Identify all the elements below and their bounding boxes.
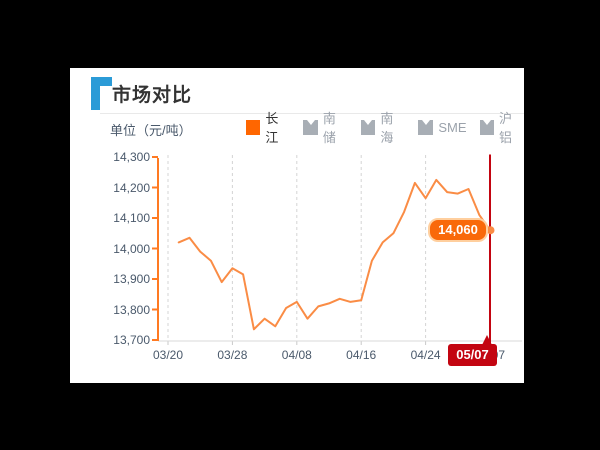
- legend-swatch-inactive-icon: [360, 119, 376, 135]
- y-axis-label: 13,900: [113, 272, 150, 286]
- legend-swatch-inactive-icon: [303, 119, 318, 135]
- legend-item-2[interactable]: 南海: [360, 108, 405, 146]
- crosshair-tooltip-notch: [482, 335, 492, 345]
- legend-swatch-active-icon: [246, 119, 261, 135]
- legend-item-3[interactable]: SME: [418, 119, 467, 135]
- x-axis-label: 04/08: [281, 348, 312, 362]
- last-value-bubble: 14,060: [428, 218, 488, 242]
- title-divider: [100, 113, 524, 114]
- y-axis-label: 14,100: [113, 211, 150, 225]
- legend-item-4[interactable]: 沪铝: [479, 108, 524, 146]
- legend-item-label: SME: [438, 119, 467, 135]
- legend-item-label: 南储: [322, 111, 336, 145]
- legend-swatch-inactive-icon: [479, 119, 494, 135]
- y-axis-label: 14,000: [113, 241, 150, 256]
- section-corner-icon: [91, 77, 112, 110]
- chart-plot-area[interactable]: [70, 68, 524, 383]
- y-axis-label: 13,700: [113, 333, 150, 347]
- legend-swatch-inactive-icon: [418, 119, 434, 135]
- market-compare-card: 市场对比 单位（元/吨） 长江 南储 南海 SME 沪铝 14,300 14,200 14,…: [70, 68, 524, 383]
- y-axis-label: 13,800: [113, 302, 150, 317]
- crosshair-date-tooltip: 05/07: [448, 344, 497, 366]
- legend: 长江 南储 南海 SME 沪铝: [246, 111, 524, 145]
- unit-label: 单位（元/吨）: [110, 123, 192, 138]
- x-axis-label: 04/24: [410, 348, 441, 362]
- x-axis-label: 03/28: [217, 348, 248, 362]
- x-axis-label: 04/16: [346, 348, 377, 362]
- legend-item-label: 南海: [380, 111, 394, 145]
- legend-item-label: 沪铝: [498, 111, 512, 145]
- x-axis-label: 03/20: [152, 348, 184, 362]
- y-axis-label: 14,200: [113, 180, 150, 195]
- section-title: 市场对比: [112, 85, 193, 106]
- legend-item-label: 长江: [265, 111, 279, 145]
- last-point-dot[interactable]: [486, 226, 495, 235]
- legend-item-1[interactable]: 南储: [303, 108, 347, 146]
- legend-item-0[interactable]: 长江: [246, 108, 290, 146]
- price-line: [177, 178, 491, 331]
- y-axis-label: 14,300: [113, 150, 150, 164]
